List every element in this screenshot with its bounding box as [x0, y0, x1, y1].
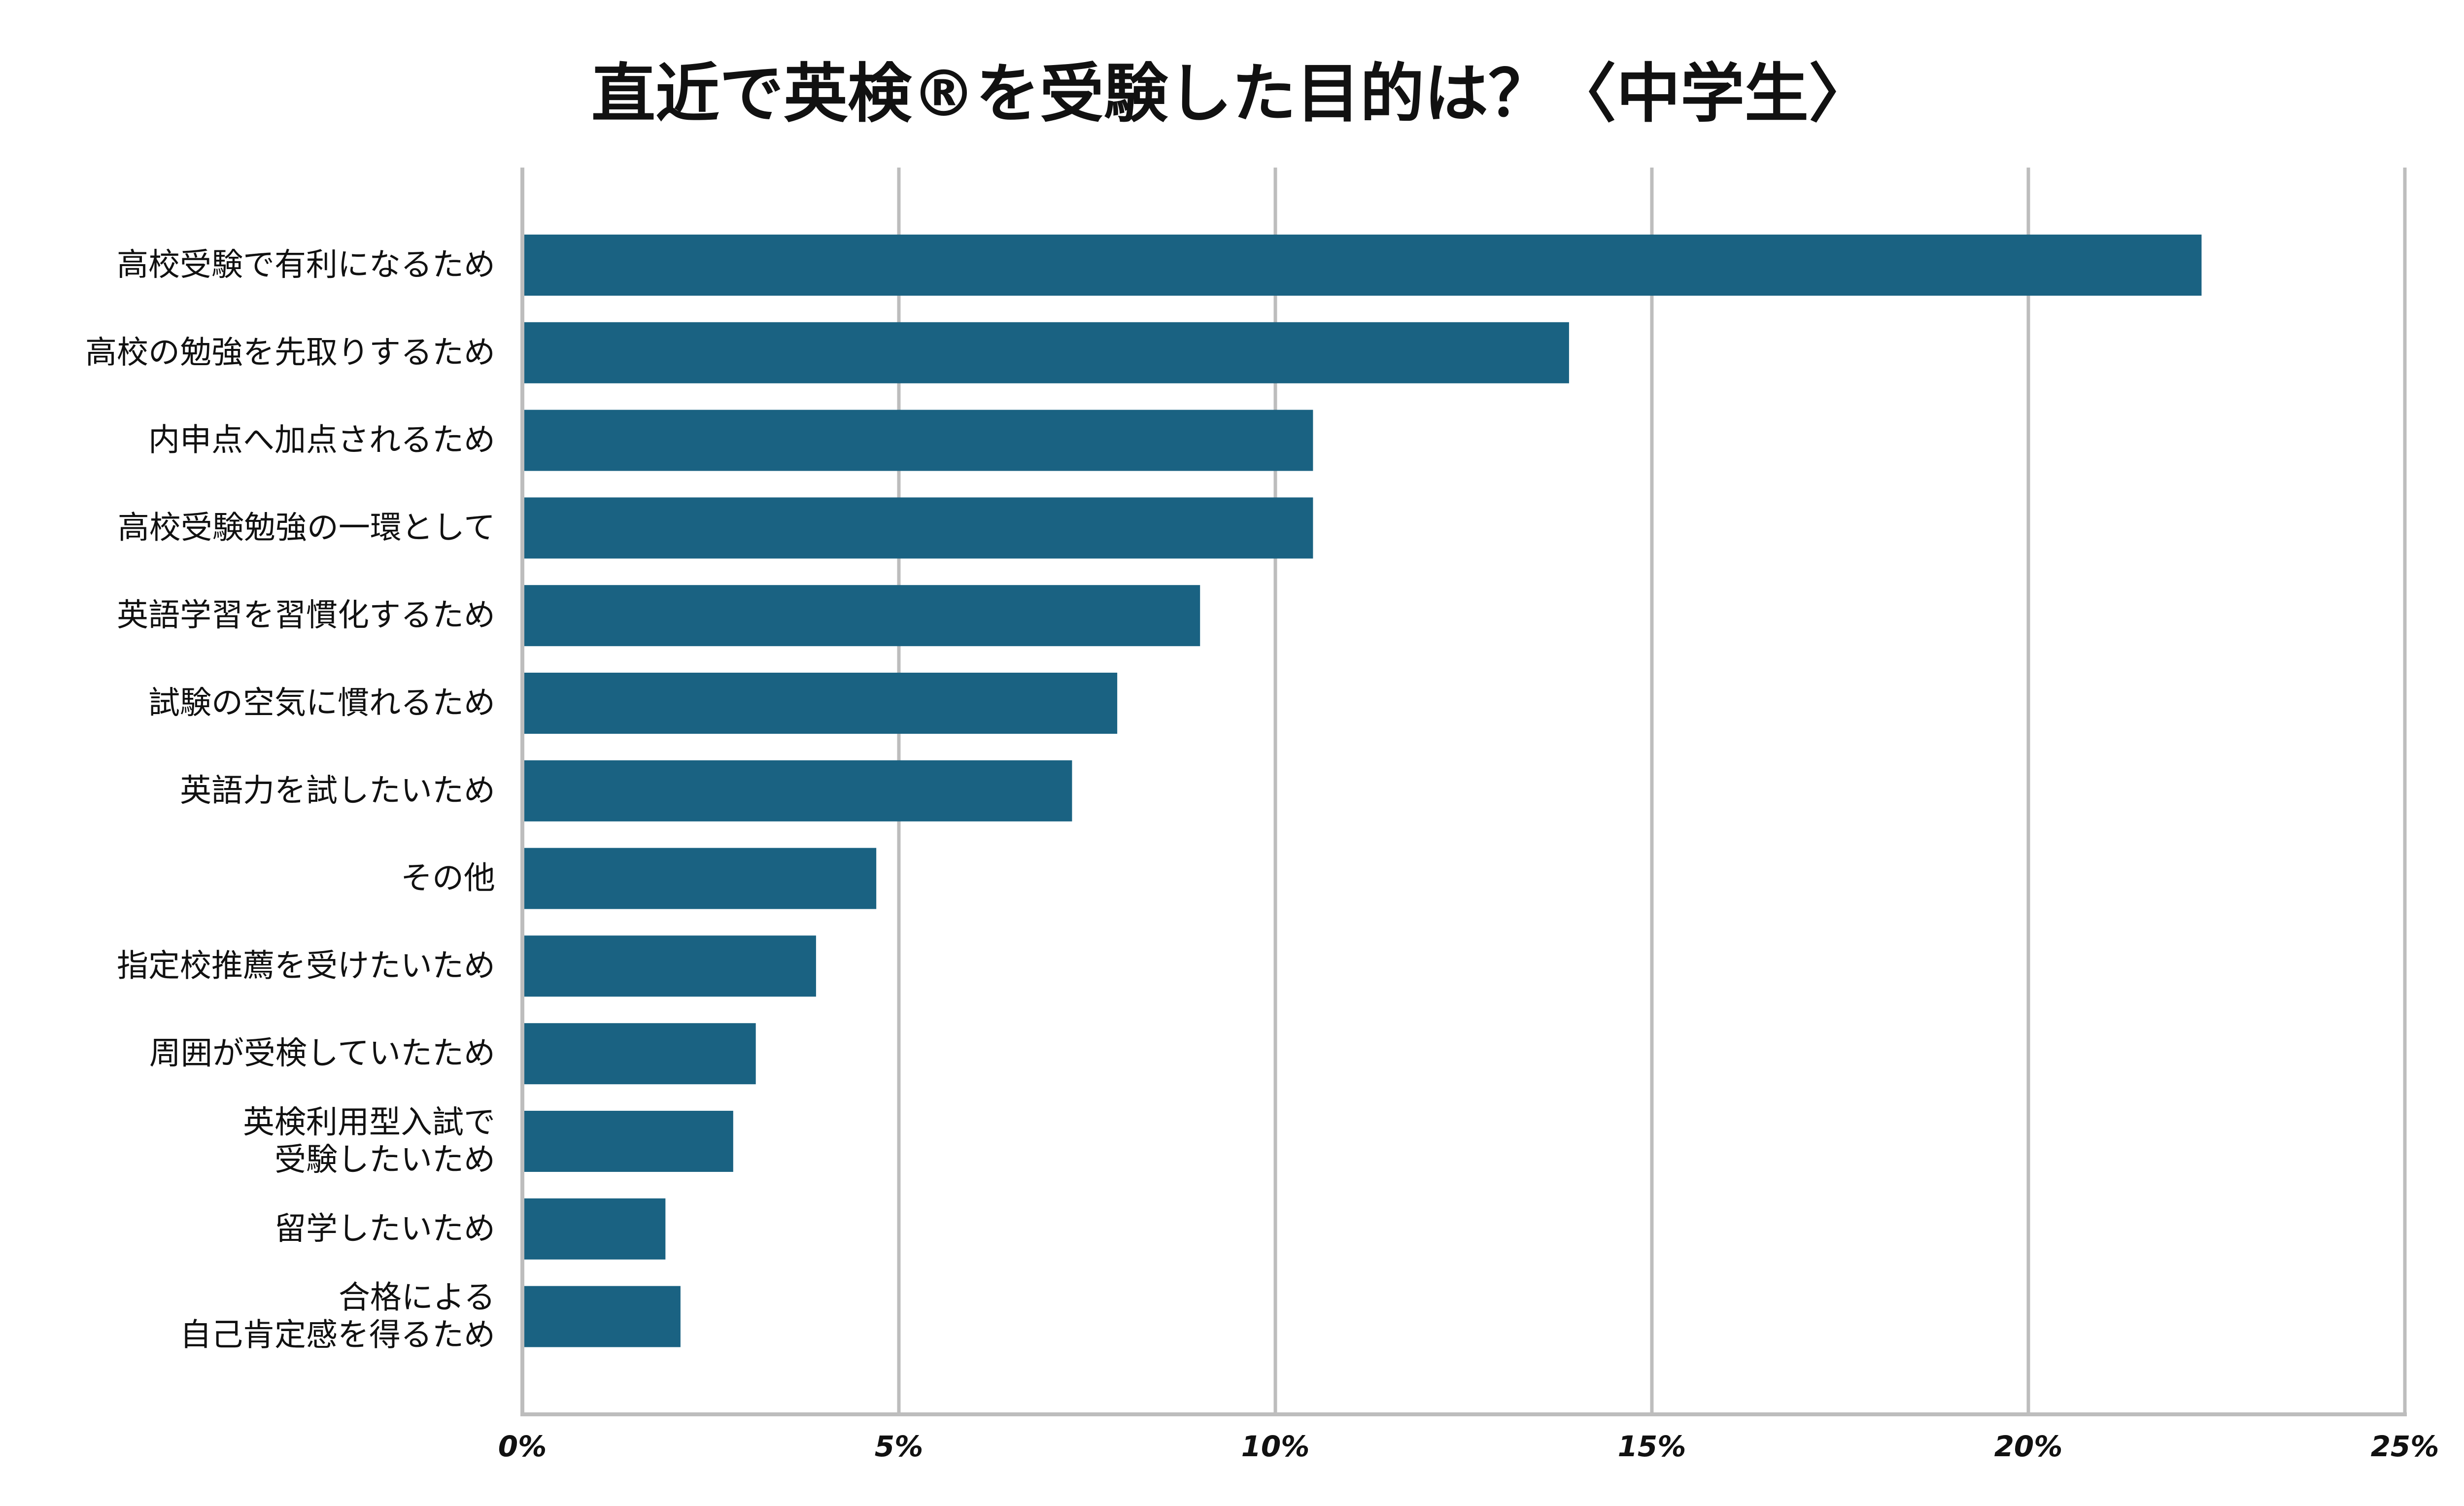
bar: [522, 322, 1569, 383]
category-label-line: 指定校推薦を受けたいため: [117, 948, 495, 984]
x-tick-label: 25%: [2371, 1430, 2439, 1463]
x-tick-label: 0%: [498, 1430, 547, 1463]
category-label: 内申点へ加点されるため: [148, 422, 495, 459]
bar: [522, 1023, 756, 1085]
category-label: 高校の勉強を先取りするため: [85, 335, 495, 371]
x-tick-label: 15%: [1618, 1430, 1686, 1463]
category-labels: 高校受験で有利になるため高校の勉強を先取りするため内申点へ加点されるため高校受験…: [85, 247, 495, 1354]
category-label-line: その他: [401, 860, 495, 897]
category-label: 高校受験で有利になるため: [117, 247, 495, 283]
category-label-line: 高校の勉強を先取りするため: [85, 335, 495, 371]
category-label-line: 自己肯定感を得るため: [180, 1317, 495, 1354]
bar: [522, 1111, 733, 1172]
category-label-line: 受験したいため: [274, 1142, 495, 1178]
bar: [522, 1286, 681, 1347]
category-label: 英語学習を習慣化するため: [117, 597, 495, 634]
bar: [522, 497, 1313, 559]
bar: [522, 410, 1313, 471]
category-label: 留学したいため: [274, 1211, 495, 1247]
axes: [520, 168, 2407, 1416]
x-tick-labels: 0% 5% 10% 15% 20% 25%: [498, 1430, 2439, 1463]
bar: [522, 235, 2202, 296]
x-tick-label: 10%: [1241, 1430, 1310, 1463]
bar: [522, 760, 1072, 821]
category-label-line: 英検利用型入試で: [243, 1104, 495, 1141]
category-label-line: 英語力を試したいため: [180, 773, 495, 809]
category-label-line: 周囲が受検していたため: [149, 1035, 495, 1072]
category-label: 指定校推薦を受けたいため: [117, 948, 495, 984]
category-label-line: 留学したいため: [274, 1211, 495, 1247]
category-label-line: 内申点へ加点されるため: [148, 422, 495, 459]
category-label-line: 合格による: [339, 1280, 495, 1316]
category-label: 英語力を試したいため: [180, 773, 495, 809]
category-label: 周囲が受検していたため: [149, 1035, 495, 1072]
category-label-line: 高校受験勉強の一環として: [118, 510, 495, 546]
category-label: 高校受験勉強の一環として: [118, 510, 495, 546]
bars: [522, 235, 2202, 1347]
bar: [522, 1198, 666, 1260]
category-label: 試験の空気に慣れるため: [148, 685, 495, 721]
chart-title: 直近で英検®を受験した目的は？〈中学生〉: [591, 56, 1873, 131]
category-label-line: 高校受験で有利になるため: [117, 247, 495, 283]
category-label: その他: [401, 860, 495, 897]
x-tick-label: 20%: [1994, 1430, 2063, 1463]
bar: [522, 935, 816, 997]
bar: [522, 585, 1200, 647]
category-label-line: 試験の空気に慣れるため: [148, 685, 495, 721]
bar: [522, 848, 877, 909]
bar: [522, 673, 1118, 734]
category-label-line: 英語学習を習慣化するため: [117, 597, 495, 634]
x-tick-label: 5%: [875, 1430, 923, 1463]
